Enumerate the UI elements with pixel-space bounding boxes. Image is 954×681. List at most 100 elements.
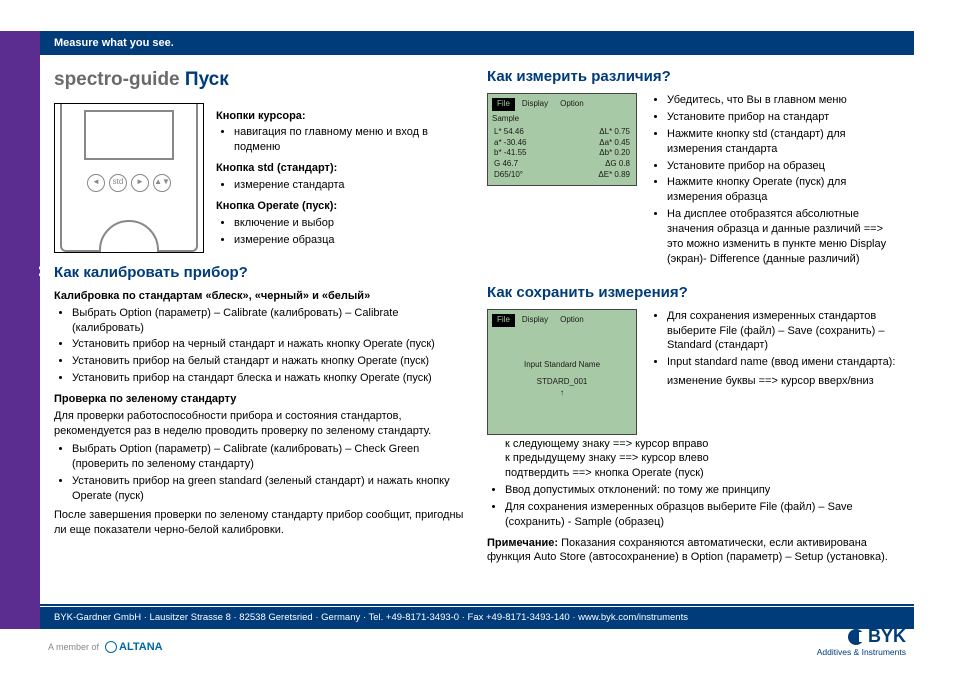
list-item: На дисплее отобразятся абсолютные значен… bbox=[667, 207, 900, 266]
list-item: Нажмите кнопку Operate (пуск) для измере… bbox=[667, 175, 900, 205]
list-item: Выбрать Option (параметр) – Calibrate (к… bbox=[72, 442, 467, 472]
save-list-1: Для сохранения измеренных стандартов выб… bbox=[649, 309, 900, 370]
altana-icon bbox=[105, 641, 117, 653]
cursor-list: навигация по главному меню и вход в подм… bbox=[216, 125, 467, 155]
std-list: измерение стандарта bbox=[216, 178, 467, 193]
list-item: Input standard name (ввод имени стандарт… bbox=[667, 355, 900, 370]
lcd-tab-file: File bbox=[492, 314, 515, 327]
lcd-line: STDARD_001 bbox=[537, 377, 588, 388]
list-item: Установите прибор на стандарт bbox=[667, 110, 900, 125]
list-item: навигация по главному меню и вход в подм… bbox=[234, 125, 467, 155]
right-column: Как измерить различия? File Display Opti… bbox=[487, 67, 900, 598]
diff-row: File Display Option Sample L* 54.46ΔL* 0… bbox=[487, 93, 900, 272]
lcd-tab-option: Option bbox=[555, 98, 589, 111]
save-list-2: Ввод допустимых отклонений: по тому же п… bbox=[487, 483, 900, 530]
lcd-tab-display: Display bbox=[517, 98, 553, 111]
device-illustration: ◄ std ► ▲▼ bbox=[54, 103, 204, 253]
std-heading: Кнопка std (стандарт): bbox=[216, 161, 467, 176]
language-sidebar: РУССКИЙ bbox=[0, 31, 40, 629]
list-item: Установить прибор на черный стандарт и н… bbox=[72, 337, 467, 352]
byk-icon bbox=[848, 629, 864, 645]
note-paragraph: Примечание: Показания сохраняются автома… bbox=[487, 536, 900, 566]
altana-logo: ALTANA bbox=[105, 641, 163, 653]
lcd-row: L* 54.46ΔL* 0.75 bbox=[492, 127, 632, 138]
device-body: ◄ std ► ▲▼ bbox=[60, 104, 198, 252]
list-item: Установите прибор на образец bbox=[667, 159, 900, 174]
lcd-tabs: File Display Option bbox=[492, 98, 632, 111]
save-sub: изменение буквы ==> курсор вверх/вниз bbox=[649, 374, 900, 389]
left-column: spectro-guide Пуск ◄ std ► ▲▼ Кнопки кур… bbox=[54, 67, 467, 598]
device-btn-right: ► bbox=[131, 174, 149, 192]
operate-list: включение и выбор измерение образца bbox=[216, 216, 467, 248]
save-line: к следующему знаку ==> курсор вправо bbox=[505, 437, 900, 452]
lcd-tabs: File Display Option bbox=[492, 314, 632, 327]
operate-heading: Кнопка Operate (пуск): bbox=[216, 199, 467, 214]
save-line: подтвердить ==> кнопка Operate (пуск) bbox=[505, 466, 900, 481]
list-item: измерение стандарта bbox=[234, 178, 467, 193]
byk-subtitle: Additives & Instruments bbox=[817, 647, 906, 657]
cursor-heading: Кнопки курсора: bbox=[216, 109, 467, 124]
list-item: Установить прибор на белый стандарт и на… bbox=[72, 354, 467, 369]
device-btn-std: std bbox=[109, 174, 127, 192]
list-item: Ввод допустимых отклонений: по тому же п… bbox=[505, 483, 900, 498]
save-lines: к следующему знаку ==> курсор вправо к п… bbox=[487, 437, 900, 482]
byk-text: BYK bbox=[868, 626, 906, 647]
altana-text: ALTANA bbox=[119, 641, 163, 653]
list-item: Нажмите кнопку std (стандарт) для измере… bbox=[667, 127, 900, 157]
device-screen bbox=[84, 110, 174, 160]
page-title: spectro-guide Пуск bbox=[54, 67, 467, 93]
list-item: включение и выбор bbox=[234, 216, 467, 231]
member-of: A member of ALTANA bbox=[48, 641, 163, 653]
lcd-save-screen: File Display Option Input Standard Name … bbox=[487, 309, 637, 435]
lcd-line: ↑ bbox=[560, 388, 564, 399]
lcd-row: G 46.7ΔG 0.8 bbox=[492, 159, 632, 170]
title-main: spectro-guide bbox=[54, 69, 180, 90]
footer-bar: BYK-Gardner GmbH · Lausitzer Strasse 8 ·… bbox=[40, 607, 914, 629]
calib-list: Выбрать Option (параметр) – Calibrate (к… bbox=[54, 306, 467, 386]
lcd-tab-file: File bbox=[492, 98, 515, 111]
list-item: Для сохранения измеренных образцов выбер… bbox=[505, 500, 900, 530]
main-content: spectro-guide Пуск ◄ std ► ▲▼ Кнопки кур… bbox=[40, 55, 914, 606]
note-label: Примечание: bbox=[487, 537, 558, 549]
device-and-buttons-row: ◄ std ► ▲▼ Кнопки курсора: навигация по … bbox=[54, 103, 467, 253]
save-line: к предыдущему знаку ==> курсор влево bbox=[505, 451, 900, 466]
lcd-diff-screen: File Display Option Sample L* 54.46ΔL* 0… bbox=[487, 93, 637, 186]
lcd-row: b* -41.55Δb* 0.20 bbox=[492, 148, 632, 159]
calibrate-title: Как калибровать прибор? bbox=[54, 263, 467, 283]
footer-text: BYK-Gardner GmbH · Lausitzer Strasse 8 ·… bbox=[54, 612, 688, 623]
device-btn-left: ◄ bbox=[87, 174, 105, 192]
lcd-save-body: Input Standard Name STDARD_001 ↑ bbox=[492, 330, 632, 430]
list-item: Установить прибор на стандарт блеска и н… bbox=[72, 371, 467, 386]
device-wheel bbox=[99, 220, 159, 253]
device-btn-updown: ▲▼ bbox=[153, 174, 171, 192]
device-button-row: ◄ std ► ▲▼ bbox=[62, 174, 196, 192]
lcd-row: a* -30.46Δa* 0.45 bbox=[492, 138, 632, 149]
lcd-tab-display: Display bbox=[517, 314, 553, 327]
lcd-tab-option: Option bbox=[555, 314, 589, 327]
calib-subhead: Калибровка по стандартам «блеск», «черны… bbox=[54, 289, 467, 304]
diff-title: Как измерить различия? bbox=[487, 67, 900, 87]
top-header-bar: Measure what you see. bbox=[40, 31, 914, 55]
list-item: Выбрать Option (параметр) – Calibrate (к… bbox=[72, 306, 467, 336]
lcd-line: Input Standard Name bbox=[524, 360, 600, 371]
save-instructions-top: Для сохранения измеренных стандартов выб… bbox=[649, 309, 900, 389]
byk-main: BYK bbox=[817, 626, 906, 647]
green-intro: Для проверки работоспособности прибора и… bbox=[54, 409, 467, 439]
diff-list: Убедитесь, что Вы в главном меню Установ… bbox=[649, 93, 900, 268]
lcd-row: D65/10°ΔE* 0.89 bbox=[492, 170, 632, 181]
green-list: Выбрать Option (параметр) – Calibrate (к… bbox=[54, 442, 467, 503]
green-subhead: Проверка по зеленому стандарту bbox=[54, 392, 467, 407]
byk-logo: BYK Additives & Instruments bbox=[817, 626, 906, 657]
green-outro: После завершения проверки по зеленому ст… bbox=[54, 508, 467, 538]
list-item: Для сохранения измеренных стандартов выб… bbox=[667, 309, 900, 354]
list-item: Установить прибор на green standard (зел… bbox=[72, 474, 467, 504]
title-accent: Пуск bbox=[185, 69, 229, 90]
save-row: File Display Option Input Standard Name … bbox=[487, 309, 900, 435]
list-item: Убедитесь, что Вы в главном меню bbox=[667, 93, 900, 108]
lcd-sample-label: Sample bbox=[492, 114, 632, 125]
button-descriptions: Кнопки курсора: навигация по главному ме… bbox=[216, 103, 467, 253]
list-item: измерение образца bbox=[234, 233, 467, 248]
member-label: A member of bbox=[48, 642, 99, 652]
save-title: Как сохранить измерения? bbox=[487, 283, 900, 303]
tagline: Measure what you see. bbox=[54, 37, 174, 49]
